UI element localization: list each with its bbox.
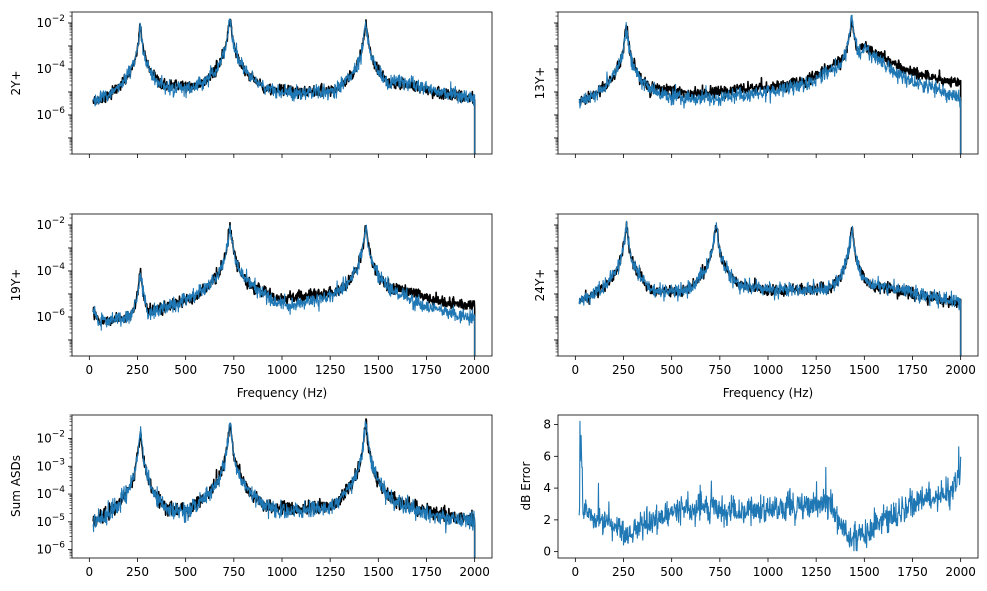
- panel-13y: 13Y+: [533, 11, 979, 158]
- x-tick-label: 500: [174, 363, 197, 377]
- series-layer: [578, 14, 962, 154]
- series-db-error: [578, 420, 962, 552]
- y-tick-label: 10−2: [36, 14, 65, 30]
- x-tick-label: 1000: [753, 565, 784, 579]
- x-tick-label: 1000: [267, 363, 298, 377]
- panel-2y: 10−6 10−4 10−2 2Y+: [9, 11, 493, 158]
- x-tick-label: 750: [222, 363, 245, 377]
- y-tick-label: 10−5: [36, 513, 65, 529]
- y-axis-label: 2Y+: [9, 70, 23, 95]
- x-tick-label: 1750: [411, 565, 442, 579]
- x-tick-label: 1500: [363, 363, 394, 377]
- y-axis: 10−6 10−4 10−2: [36, 11, 72, 155]
- x-tick-label: 1000: [267, 565, 298, 579]
- y-axis: 10−6 10−4 10−2: [36, 213, 72, 357]
- x-tick-label: 1000: [753, 363, 784, 377]
- y-tick-label: 6: [543, 449, 551, 463]
- x-tick-label: 1250: [315, 363, 346, 377]
- x-tick-label: 1500: [363, 565, 394, 579]
- panel-db-error: 0 250 500 750 1000 1250 1500 1750 2000 0 2 4 6 8 dB …: [519, 414, 979, 579]
- y-tick-label: 10−6: [36, 308, 65, 324]
- x-tick-label: 250: [612, 565, 635, 579]
- y-tick-label: 10−6: [36, 541, 65, 557]
- x-axis-label: Frequency (Hz): [723, 386, 814, 400]
- x-tick-label: 1750: [897, 363, 928, 377]
- y-tick-label: 10−4: [36, 262, 65, 278]
- x-tick-label: 500: [660, 565, 683, 579]
- y-axis: [554, 11, 558, 155]
- y-axis-label: 19Y+: [9, 269, 23, 302]
- series-predicted-asd: [578, 220, 962, 356]
- series-measured-asd: [92, 18, 476, 154]
- y-axis-label: 24Y+: [533, 269, 547, 302]
- x-tick-label: 0: [572, 565, 580, 579]
- x-tick-label: 2000: [945, 363, 976, 377]
- series-predicted-asd: [92, 18, 476, 154]
- x-tick-label: 500: [660, 363, 683, 377]
- x-tick-label: 1500: [849, 565, 880, 579]
- x-tick-label: 0: [86, 565, 94, 579]
- plot-area: [558, 214, 978, 356]
- x-tick-label: 500: [174, 565, 197, 579]
- y-tick-label: 10−3: [36, 457, 65, 473]
- plot-area: [72, 415, 492, 558]
- series-layer: [92, 18, 476, 154]
- y-tick-label: 10−6: [36, 106, 65, 122]
- x-axis: 0 250 500 750 1000 1250 1500 1750 2000: [86, 558, 490, 579]
- panel-24y: 0 250 500 750 1000 1250 1500 1750 2000 24Y+ Freq…: [533, 213, 979, 400]
- series-predicted-asd: [578, 14, 962, 154]
- series-layer: [92, 418, 476, 558]
- y-tick-label: 10−2: [36, 216, 65, 232]
- x-tick-label: 750: [222, 565, 245, 579]
- x-tick-label: 250: [126, 363, 149, 377]
- x-tick-label: 1250: [315, 565, 346, 579]
- series-layer: [578, 220, 962, 356]
- x-tick-label: 0: [86, 363, 94, 377]
- series-layer: [92, 221, 476, 356]
- y-axis-label: 13Y+: [533, 67, 547, 100]
- y-tick-label: 4: [543, 481, 551, 495]
- x-tick-label: 2000: [459, 363, 490, 377]
- x-tick-label: 2000: [459, 565, 490, 579]
- y-axis-label: dB Error: [519, 461, 533, 510]
- x-axis: [574, 154, 962, 158]
- y-axis-label: Sum ASDs: [9, 455, 23, 517]
- y-tick-label: 10−4: [36, 60, 65, 76]
- x-axis-label: Frequency (Hz): [237, 386, 328, 400]
- x-tick-label: 1750: [411, 363, 442, 377]
- series-measured-asd: [578, 19, 962, 154]
- x-axis: 0 250 500 750 1000 1250 1500 1750 2000: [572, 558, 976, 579]
- x-tick-label: 750: [708, 363, 731, 377]
- x-tick-label: 1250: [801, 565, 832, 579]
- x-axis: [88, 154, 476, 158]
- panel-19y: 0 250 500 750 1000 1250 1500 1750 2000 10−610−41…: [9, 213, 493, 400]
- plot-area: [72, 12, 492, 154]
- x-axis: 0 250 500 750 1000 1250 1500 1750 2000: [86, 356, 490, 377]
- y-tick-label: 8: [543, 418, 551, 432]
- y-tick-label: 10−2: [36, 429, 65, 445]
- x-axis: 0 250 500 750 1000 1250 1500 1750 2000: [572, 356, 976, 377]
- y-tick-label: 2: [543, 513, 551, 527]
- panel-sum-asds: 0 250 500 750 1000 1250 1500 1750 2000 10−610−51…: [9, 414, 493, 579]
- y-axis: 0 2 4 6 8: [543, 418, 558, 559]
- x-tick-label: 1500: [849, 363, 880, 377]
- x-tick-label: 1750: [897, 565, 928, 579]
- series-predicted-asd: [92, 420, 476, 558]
- y-axis: [554, 213, 558, 357]
- plot-area: [72, 214, 492, 356]
- x-tick-label: 750: [708, 565, 731, 579]
- y-axis: 10−6 10−5 10−4 10−3 10−2: [36, 414, 72, 559]
- x-tick-label: 250: [126, 565, 149, 579]
- y-tick-label: 0: [543, 545, 551, 559]
- series-predicted-asd: [92, 224, 476, 356]
- x-tick-label: 0: [572, 363, 580, 377]
- y-tick-label: 10−4: [36, 485, 65, 501]
- x-tick-label: 1250: [801, 363, 832, 377]
- series-layer: [578, 420, 962, 552]
- x-tick-label: 250: [612, 363, 635, 377]
- x-tick-label: 2000: [945, 565, 976, 579]
